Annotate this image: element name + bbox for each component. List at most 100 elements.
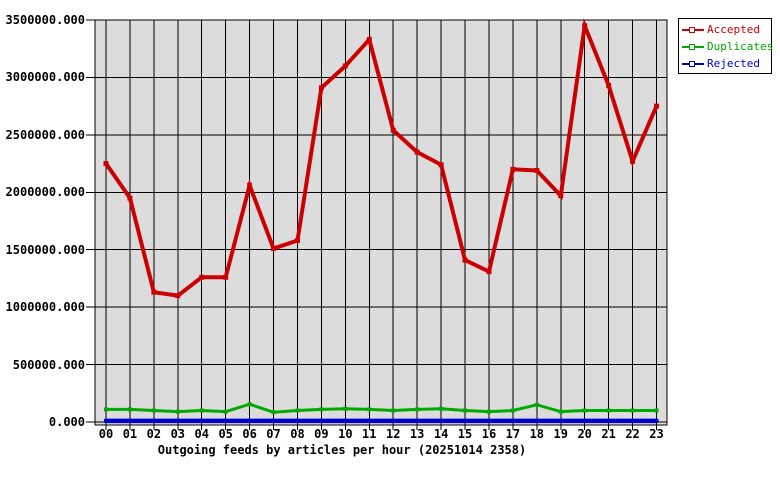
x-axis-tick-label: 16	[481, 427, 497, 441]
data-point-accepted	[462, 257, 468, 263]
data-point-rejected	[582, 418, 587, 423]
x-axis-tick-label: 17	[505, 427, 521, 441]
data-point-duplicates	[151, 408, 156, 413]
data-point-rejected	[534, 418, 539, 423]
x-axis-tick-label: 05	[218, 427, 233, 441]
data-point-duplicates	[439, 406, 444, 411]
data-point-accepted	[558, 193, 564, 199]
legend-label: Duplicates	[707, 40, 774, 53]
data-point-rejected	[415, 418, 420, 423]
data-point-duplicates	[104, 407, 108, 412]
x-axis-tick-label: 09	[314, 427, 329, 441]
x-axis-tick-label: 06	[242, 427, 257, 441]
y-axis-tick-label: 0.000	[48, 415, 85, 429]
data-point-duplicates	[343, 406, 348, 411]
legend-line-marker-icon	[682, 26, 704, 34]
data-point-rejected	[630, 418, 635, 423]
data-point-duplicates	[606, 408, 611, 413]
y-axis-tick-label: 1000000.000	[5, 300, 85, 315]
x-axis-tick-label: 00	[98, 427, 114, 441]
data-point-duplicates	[247, 402, 252, 407]
data-point-accepted	[294, 238, 300, 244]
x-axis-tick-label: 01	[122, 427, 138, 441]
data-point-accepted	[199, 274, 205, 280]
data-point-accepted	[654, 103, 659, 109]
data-point-rejected	[175, 418, 180, 423]
data-point-duplicates	[295, 408, 300, 413]
data-point-rejected	[606, 418, 611, 423]
x-axis-tick-label: 23	[649, 427, 664, 441]
data-point-duplicates	[319, 407, 324, 412]
data-point-accepted	[103, 161, 109, 167]
x-axis-tick-label: 21	[601, 427, 616, 441]
data-point-accepted	[534, 167, 540, 173]
x-axis-tick-label: 19	[553, 427, 568, 441]
data-point-accepted	[606, 82, 612, 88]
data-point-rejected	[223, 418, 228, 423]
data-point-accepted	[223, 274, 229, 280]
chart-title: Outgoing feeds by articles per hour (202…	[157, 443, 527, 457]
data-point-duplicates	[463, 408, 468, 413]
x-axis-tick-label: 07	[266, 427, 281, 441]
y-axis-tick-label: 3500000.000	[5, 13, 85, 27]
y-axis-tick-label: 3000000.000	[5, 70, 85, 85]
x-axis-tick-label: 03	[170, 427, 186, 441]
data-point-rejected	[558, 418, 563, 423]
data-point-accepted	[318, 85, 324, 91]
data-point-accepted	[247, 182, 253, 188]
data-point-rejected	[463, 418, 468, 423]
x-axis-tick-label: 13	[409, 427, 425, 441]
data-point-rejected	[510, 418, 515, 423]
legend-item-duplicates: Duplicates	[682, 38, 774, 55]
data-point-rejected	[271, 418, 276, 423]
data-point-duplicates	[415, 407, 420, 412]
data-point-rejected	[319, 418, 324, 423]
data-point-duplicates	[271, 410, 276, 415]
legend: Accepted Duplicates Rejected	[678, 18, 774, 74]
data-point-rejected	[104, 418, 108, 423]
legend-label: Rejected	[707, 57, 760, 70]
data-point-duplicates	[127, 407, 132, 412]
data-point-duplicates	[534, 402, 539, 407]
data-point-rejected	[391, 418, 396, 423]
legend-line-marker-icon	[682, 43, 704, 51]
data-point-duplicates	[223, 409, 228, 414]
data-point-accepted	[390, 127, 396, 133]
x-axis-tick-label: 22	[625, 427, 640, 441]
data-point-accepted	[127, 195, 133, 201]
data-point-duplicates	[582, 408, 587, 413]
data-point-duplicates	[199, 408, 204, 413]
data-point-accepted	[630, 158, 636, 164]
x-axis-tick-label: 10	[338, 427, 353, 441]
data-point-rejected	[654, 418, 659, 423]
data-point-rejected	[199, 418, 204, 423]
plot-border	[94, 19, 668, 426]
data-point-accepted	[414, 149, 420, 155]
legend-item-rejected: Rejected	[682, 55, 771, 72]
data-point-duplicates	[558, 409, 563, 414]
data-point-rejected	[247, 418, 252, 423]
data-point-duplicates	[391, 408, 396, 413]
y-axis-tick-label: 500000.000	[12, 357, 85, 372]
y-axis-tick-label: 1500000.000	[5, 242, 85, 257]
data-point-accepted	[175, 293, 181, 299]
data-point-duplicates	[630, 408, 635, 413]
legend-line-marker-icon	[682, 60, 704, 68]
data-point-duplicates	[654, 408, 659, 413]
data-point-accepted	[366, 37, 372, 43]
x-axis-tick-label: 18	[529, 427, 545, 441]
x-axis-tick-label: 02	[146, 427, 162, 441]
data-point-duplicates	[510, 408, 515, 413]
data-point-rejected	[439, 418, 444, 423]
data-point-accepted	[486, 269, 492, 275]
legend-label: Accepted	[707, 23, 760, 36]
data-point-rejected	[127, 418, 132, 423]
legend-item-accepted: Accepted	[682, 21, 771, 38]
data-point-rejected	[367, 418, 372, 423]
data-point-rejected	[151, 418, 156, 423]
x-axis-tick-label: 20	[577, 427, 592, 441]
data-point-duplicates	[486, 409, 491, 414]
data-point-duplicates	[175, 409, 180, 414]
